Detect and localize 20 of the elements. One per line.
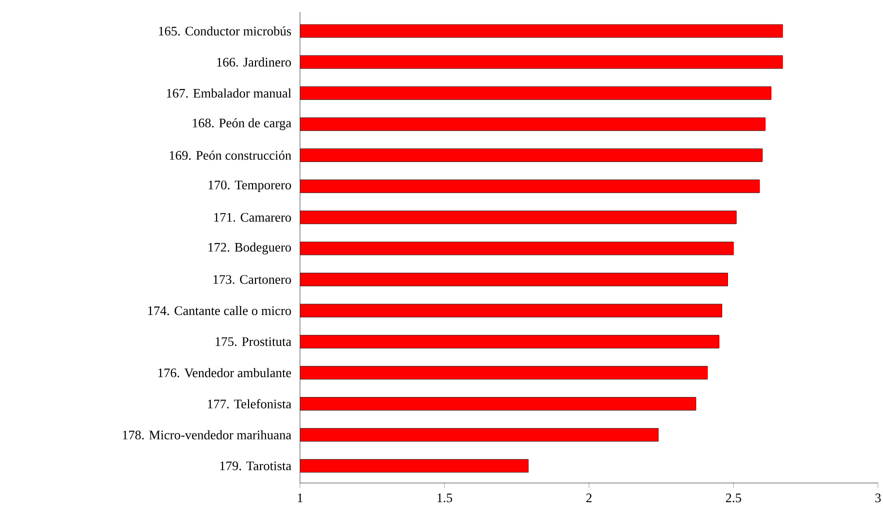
x-tick-label: 1 [298, 494, 302, 502]
x-tick-label: 3 [875, 494, 881, 502]
y-tick-label: 178. Micro-vendedor marihuana [122, 430, 292, 440]
y-tick-label: 172. Bodeguero [208, 242, 291, 254]
y-tick-label: 179. Tarotista [220, 462, 292, 470]
y-tick-label: 173. Cartonero [214, 275, 291, 284]
y-tick-label: 166. Jardinero [217, 57, 291, 67]
y-tick-label: 177. Telefonista [208, 399, 292, 408]
y-tick-label: 168. Peón de carga [192, 118, 292, 130]
y-tick-label: 167. Embalador manual [166, 88, 292, 98]
y-tick-label: 165. Conductor microbús [159, 26, 292, 36]
y-tick-label: 169. Peón construcción [170, 150, 292, 160]
x-tick-label: 2.5 [726, 494, 742, 502]
y-tick-label: 175. Prostituta [216, 337, 292, 346]
x-tick-label: 2 [586, 494, 592, 502]
y-tick-label: 176. Vendedor ambulante [158, 368, 292, 378]
x-tick-label: 1.5 [438, 494, 452, 502]
y-tick-label: 170. Temporero [208, 180, 291, 192]
y-tick-label: 171. Camarero [214, 212, 291, 222]
y-tick-label: 174. Cantante calle o micro [148, 306, 291, 316]
